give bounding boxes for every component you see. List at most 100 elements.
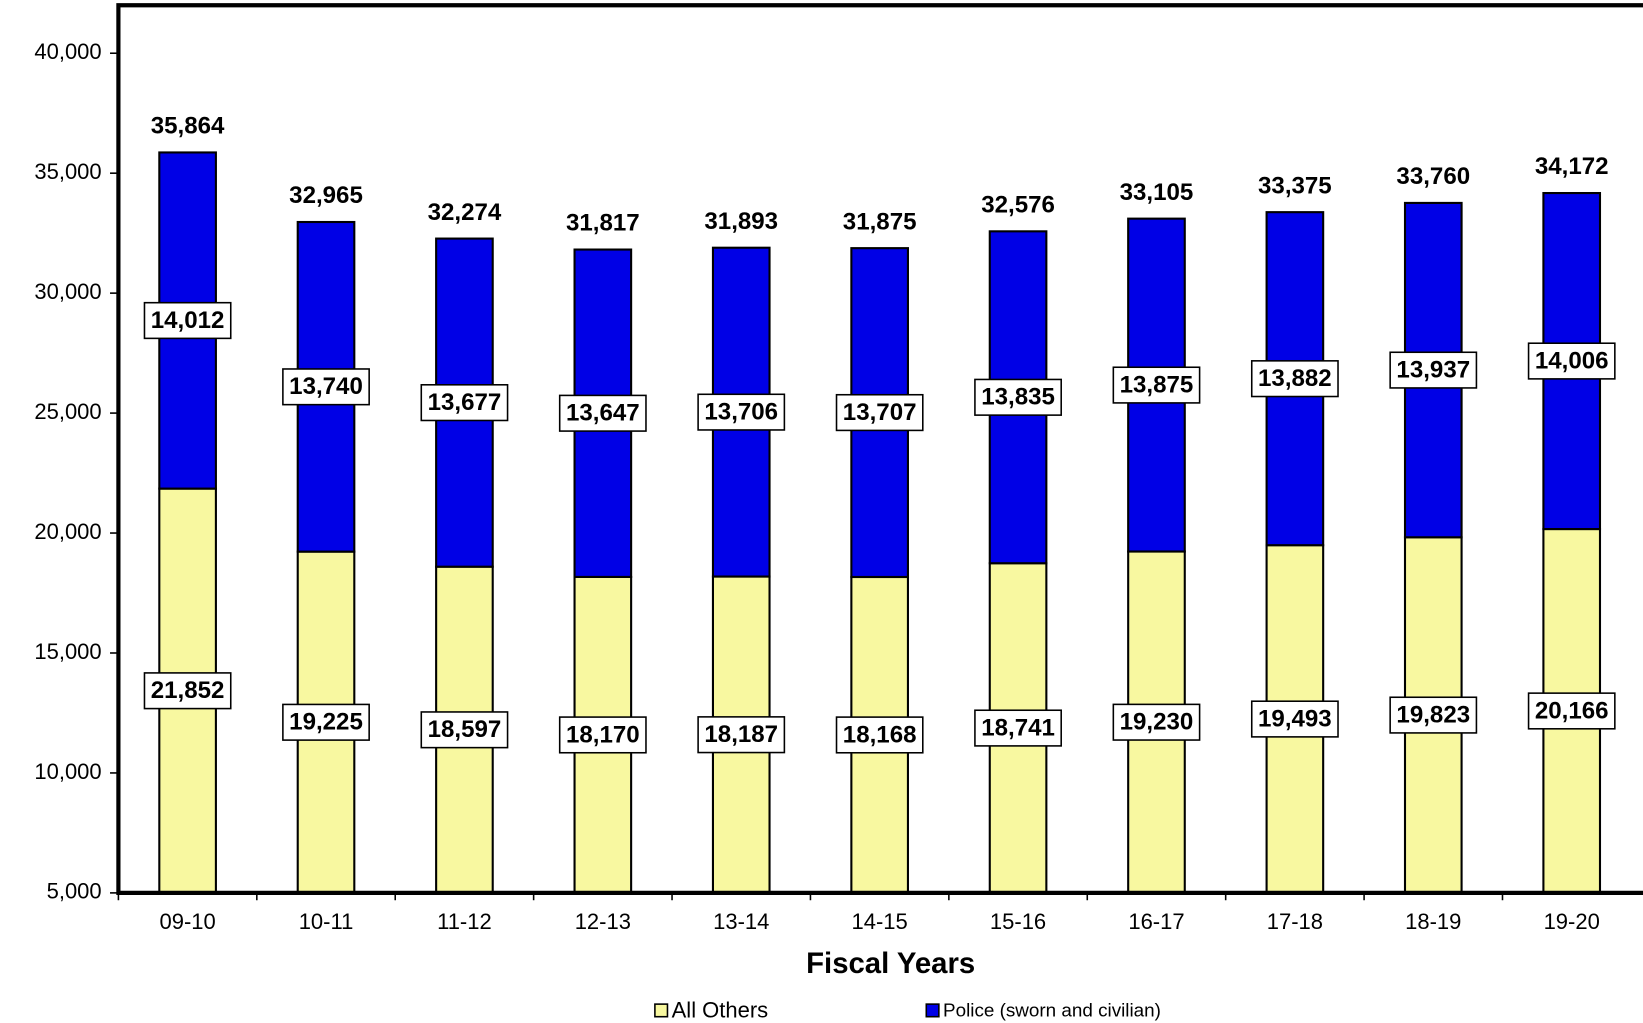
label-box [974, 709, 1062, 747]
y-tick-label: 35,000 [34, 159, 101, 184]
legend-label: Police (sworn and civilian) [943, 999, 1161, 1020]
data-label: 19,823 [1389, 696, 1478, 734]
x-tick-label: 16-17 [1128, 909, 1184, 934]
y-tick-label: 20,000 [34, 519, 101, 544]
data-label: 13,647 [558, 394, 647, 432]
total-label: 32,576 [981, 192, 1055, 219]
total-label: 31,875 [843, 208, 917, 235]
data-label: 13,882 [1250, 360, 1339, 398]
label-box [1112, 703, 1201, 741]
data-label-text: 19,493 [1258, 705, 1332, 732]
label-box [974, 378, 1062, 416]
legend-label: All Others [672, 997, 769, 1022]
total-label: 33,760 [1396, 163, 1470, 190]
data-label: 14,006 [1527, 342, 1616, 380]
label-box [1250, 700, 1339, 738]
label-box [835, 393, 924, 432]
data-label-text: 20,166 [1535, 697, 1609, 724]
plot-frame [116, 3, 1643, 895]
total-label: 31,817 [566, 210, 640, 237]
data-label-text: 19,230 [1120, 709, 1194, 736]
total-label: 32,274 [428, 199, 502, 226]
data-label-text: 18,187 [704, 721, 778, 748]
data-label-text: 14,006 [1535, 347, 1609, 374]
data-label: 13,677 [420, 384, 509, 422]
label-box [282, 368, 370, 406]
total-label: 33,105 [1120, 179, 1194, 206]
label-box [420, 384, 509, 422]
data-label-text: 13,647 [566, 400, 640, 427]
label-box [1250, 360, 1339, 398]
label-box [835, 716, 924, 754]
y-tick-label: 5,000 [47, 879, 102, 904]
label-box [697, 716, 786, 754]
label-box [558, 394, 647, 432]
data-label: 13,835 [974, 378, 1062, 416]
data-label-text: 13,937 [1396, 357, 1470, 384]
data-label-text: 19,225 [289, 709, 363, 736]
data-label: 18,741 [974, 709, 1062, 747]
data-label-text: 19,823 [1396, 702, 1470, 729]
x-tick-label: 14-15 [852, 909, 908, 934]
data-label-text: 13,740 [289, 373, 363, 400]
data-label: 20,166 [1527, 692, 1616, 730]
total-label: 33,375 [1258, 172, 1332, 199]
x-tick-label: 12-13 [575, 909, 631, 934]
label-box [143, 672, 232, 710]
data-label-text: 13,706 [704, 399, 778, 426]
data-label: 18,187 [697, 716, 786, 754]
data-label: 13,706 [697, 393, 786, 431]
data-label-text: 13,707 [843, 399, 917, 426]
label-box [1112, 366, 1201, 404]
data-label-text: 21,852 [151, 677, 225, 704]
x-tick-label: 15-16 [990, 909, 1046, 934]
data-label-text: 18,597 [428, 716, 502, 743]
data-label: 13,875 [1112, 366, 1201, 404]
data-label: 13,707 [835, 393, 924, 432]
y-tick-label: 15,000 [34, 639, 101, 664]
data-label-text: 13,835 [981, 384, 1055, 411]
y-tick-label: 25,000 [34, 399, 101, 424]
data-label: 18,168 [835, 716, 924, 754]
data-label: 21,852 [143, 672, 232, 710]
x-tick-label: 19-20 [1544, 909, 1600, 934]
total-label: 32,965 [289, 182, 363, 209]
data-label: 14,012 [143, 301, 232, 340]
data-label: 19,493 [1250, 700, 1339, 738]
label-box [1527, 342, 1616, 380]
y-tick-label: 30,000 [34, 279, 101, 304]
x-tick-label: 10-11 [299, 909, 354, 934]
legend-swatch [925, 1003, 940, 1018]
data-label: 19,225 [282, 703, 370, 741]
x-axis-title: Fiscal Years [806, 947, 975, 980]
label-box [558, 716, 647, 754]
label-box [1527, 692, 1616, 730]
y-tick-label: 10,000 [34, 759, 101, 784]
x-tick-label: 09-10 [159, 909, 215, 934]
label-box [143, 301, 232, 340]
data-label: 19,230 [1112, 703, 1201, 741]
data-label: 18,597 [420, 711, 509, 749]
data-label: 13,740 [282, 368, 370, 406]
data-label-text: 18,741 [981, 714, 1055, 741]
data-label-text: 13,875 [1120, 371, 1194, 398]
x-tick-label: 18-19 [1405, 909, 1461, 934]
label-box [282, 703, 370, 741]
data-label: 18,170 [558, 716, 647, 754]
total-label: 31,893 [704, 208, 778, 235]
total-label: 34,172 [1535, 153, 1609, 180]
y-tick-label: 40,000 [34, 39, 101, 64]
data-label-text: 18,170 [566, 721, 640, 748]
label-box [697, 393, 786, 431]
data-label-text: 14,012 [151, 307, 225, 334]
data-label: 13,937 [1389, 351, 1478, 389]
data-label-text: 13,882 [1258, 365, 1332, 392]
total-label: 35,864 [151, 113, 225, 140]
label-box [1389, 696, 1478, 734]
label-box [1389, 351, 1478, 389]
x-tick-label: 17-18 [1267, 909, 1323, 934]
data-label-text: 13,677 [428, 389, 502, 416]
x-tick-label: 13-14 [713, 909, 769, 934]
label-box [420, 711, 509, 749]
